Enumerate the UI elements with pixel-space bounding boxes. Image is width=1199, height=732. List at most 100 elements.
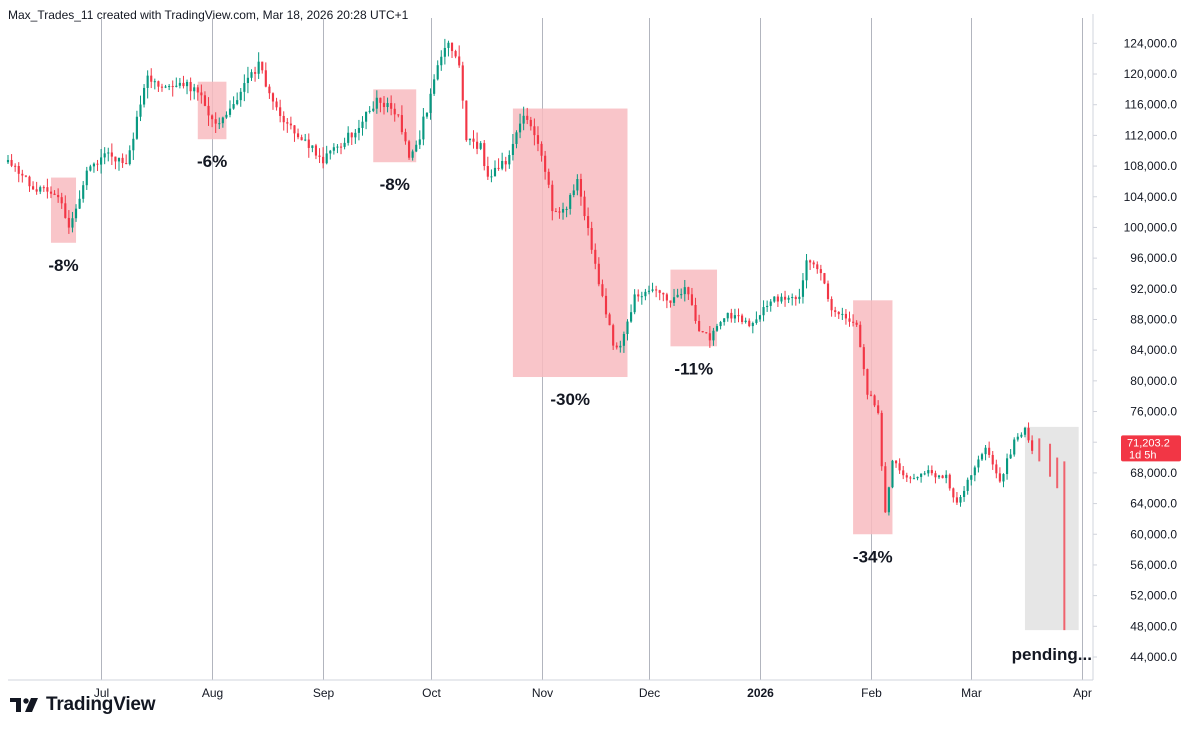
y-tick-label: 76,000.0	[1130, 405, 1177, 419]
candle-body	[619, 345, 622, 348]
tradingview-logo-icon	[10, 698, 38, 712]
candle-body	[758, 315, 762, 320]
candle-body	[909, 477, 912, 479]
candle-body	[214, 119, 217, 124]
candle-body	[683, 287, 686, 295]
candle-body	[558, 211, 561, 213]
tradingview-brand[interactable]: TradingView	[10, 694, 156, 716]
x-tick-label: Jul	[94, 686, 109, 700]
candle-body	[150, 75, 153, 82]
candle-body	[1002, 474, 1005, 482]
candle-body	[726, 312, 729, 319]
y-tick-label: 68,000.0	[1130, 466, 1177, 480]
candle-body	[501, 161, 504, 169]
candle-body	[801, 280, 805, 297]
candle-body	[153, 81, 156, 83]
candle-body	[286, 122, 289, 124]
candle-body	[357, 127, 360, 133]
candle-body	[275, 101, 278, 108]
y-tick-label: 88,000.0	[1130, 312, 1177, 326]
candle-body	[880, 412, 883, 467]
candle-body	[773, 296, 776, 302]
candle-body	[96, 163, 99, 165]
candle-body	[988, 447, 991, 455]
candle-body	[830, 299, 833, 311]
y-tick-label: 80,000.0	[1130, 374, 1177, 388]
candle-body	[970, 475, 973, 480]
candle-body	[637, 294, 640, 297]
candle-body	[920, 473, 923, 477]
candle-body	[182, 82, 185, 87]
candle-body	[440, 56, 443, 66]
candle-body	[536, 135, 540, 144]
candle-body	[590, 228, 593, 250]
candle-body	[239, 91, 242, 101]
candle-body	[522, 115, 525, 124]
candle-body	[1013, 439, 1016, 455]
pending-zone	[1024, 426, 1079, 631]
candle-body	[350, 132, 353, 138]
candle-body	[236, 100, 239, 105]
candle-body	[805, 260, 808, 281]
candle-body	[390, 103, 393, 109]
candle-body	[343, 142, 346, 147]
candle-body	[1005, 458, 1009, 475]
candle-body	[594, 249, 597, 264]
candle-body	[296, 133, 300, 138]
chart-attribution: Max_Trades_11 created with TradingView.c…	[8, 8, 409, 22]
candle-body	[1027, 427, 1030, 441]
candle-body	[49, 191, 53, 194]
candle-body	[400, 115, 403, 133]
candle-body	[128, 150, 131, 165]
candle-body	[751, 323, 754, 327]
candle-body	[476, 141, 479, 149]
candle-body	[160, 86, 164, 88]
candle-body	[407, 141, 411, 158]
candle-body	[902, 470, 905, 476]
candle-body	[887, 487, 890, 513]
candle-body	[200, 92, 203, 96]
candle-body	[812, 262, 815, 265]
candle-body	[164, 86, 167, 88]
y-tick-label: 112,000.0	[1125, 128, 1178, 142]
candle-body	[425, 112, 429, 117]
candle-body	[848, 318, 851, 322]
candle-body	[687, 287, 690, 295]
candle-body	[121, 157, 124, 164]
candle-body	[823, 273, 826, 284]
candle-body	[995, 464, 998, 474]
candle-body	[615, 345, 618, 348]
candle-body	[647, 290, 651, 292]
candle-body	[945, 474, 948, 479]
candle-body	[991, 454, 994, 465]
candle-body	[715, 326, 719, 331]
candle-body	[852, 321, 855, 323]
candle-body	[587, 216, 590, 229]
candle-body	[246, 77, 249, 84]
y-tick-label: 104,000.0	[1124, 190, 1178, 204]
candle-body	[411, 151, 414, 158]
candle-body	[680, 294, 683, 296]
candle-body	[862, 347, 865, 370]
candle-body	[168, 86, 171, 88]
candle-body	[561, 208, 565, 213]
candle-body	[493, 167, 497, 177]
candle-body	[318, 155, 321, 157]
candle-body	[142, 87, 146, 105]
candle-body	[604, 295, 608, 315]
candle-body	[67, 217, 70, 228]
candle-body	[14, 165, 17, 167]
drawdown-label: -8%	[380, 175, 410, 194]
candle-body	[35, 189, 38, 192]
candle-body	[418, 139, 421, 145]
y-tick-label: 100,000.0	[1124, 220, 1178, 234]
candle-body	[794, 297, 797, 300]
candle-body	[74, 208, 78, 219]
candle-body	[977, 459, 980, 468]
candle-body	[572, 190, 575, 196]
candle-body	[21, 173, 24, 176]
price-tag-countdown: 1d 5h	[1129, 449, 1157, 461]
candle-body	[114, 156, 117, 162]
drawdown-zone	[512, 108, 628, 378]
